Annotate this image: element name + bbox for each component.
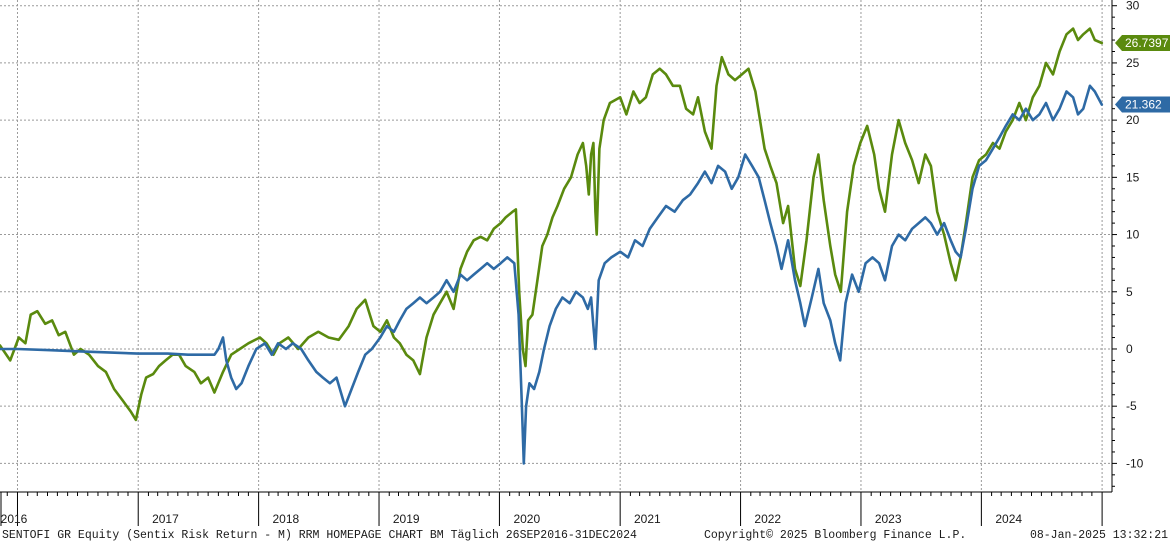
y-tick-label: 25: [1126, 56, 1140, 70]
footer-left-text: SENTOFI GR Equity (Sentix Risk Return - …: [2, 529, 637, 542]
y-tick-label: 20: [1126, 113, 1140, 127]
grid-lines: [0, 0, 1112, 492]
y-tick-label: 0: [1126, 342, 1133, 356]
y-tick-label: -5: [1126, 399, 1137, 413]
x-tick-label: 2020: [513, 512, 540, 526]
y-tick-label: 15: [1126, 170, 1140, 184]
x-tick-label: 2019: [393, 512, 420, 526]
last-value-label: 26.7397: [1125, 36, 1169, 50]
x-tick-label: 2021: [634, 512, 661, 526]
y-tick-label: 30: [1126, 0, 1140, 13]
last-value-tag-box: [1115, 96, 1170, 113]
y-tick-label: 10: [1126, 228, 1140, 242]
last-value-label: 21.362: [1125, 98, 1162, 112]
x-tick-label: 2018: [272, 512, 299, 526]
footer: SENTOFI GR Equity (Sentix Risk Return - …: [2, 529, 1168, 542]
series-line-2: [0, 84, 1104, 465]
x-tick-label: 2016: [1, 512, 28, 526]
y-tick-label: -10: [1126, 456, 1144, 470]
x-tick-label: 2022: [754, 512, 781, 526]
footer-copyright-text: Copyright© 2025 Bloomberg Finance L.P.: [704, 529, 966, 542]
footer-timestamp-text: 08-Jan-2025 13:32:21: [1030, 529, 1168, 542]
x-tick-label: 2017: [152, 512, 179, 526]
axes: -10 -5 0 5 10 15 20 25 30 2016 2017 2018 2019 2020 202…: [0, 0, 1144, 526]
last-value-tag-2: 21.362: [1115, 96, 1170, 113]
series-line-1: [0, 27, 1104, 422]
last-value-labels: 26.7397 21.362: [1115, 35, 1170, 113]
x-tick-label: 2023: [875, 512, 902, 526]
y-tick-label: 5: [1126, 285, 1133, 299]
x-tick-label: 2024: [995, 512, 1022, 526]
last-value-tag-1: 26.7397: [1115, 35, 1170, 52]
last-value-tag-box: [1115, 35, 1170, 52]
series-lines: [0, 27, 1104, 465]
